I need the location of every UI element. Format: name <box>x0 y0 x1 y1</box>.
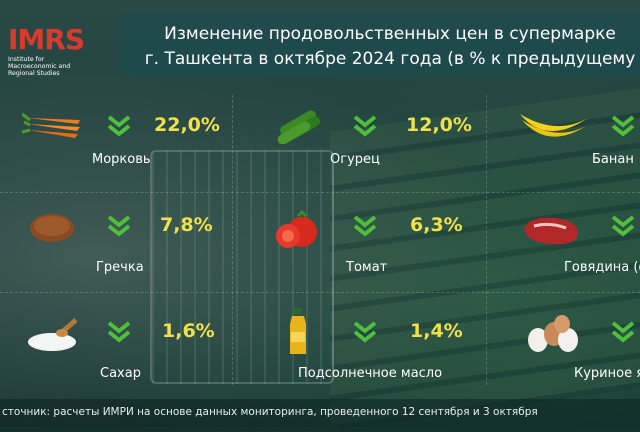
grid-divider <box>232 95 233 385</box>
logo: IMRS Institute for Macroeconomic and Reg… <box>8 23 92 78</box>
item-name: Куриное я <box>574 366 640 381</box>
source-text: сточник: расчеты ИМРИ на основе данных м… <box>2 406 538 418</box>
item-value: 12,0% <box>406 114 472 136</box>
logo-mark: IMRS <box>8 23 85 56</box>
item-name: Гречка <box>96 260 144 275</box>
eggs-icon <box>528 315 578 352</box>
sugar-icon <box>28 318 78 351</box>
price-item: 1,6% Сахар <box>0 300 250 390</box>
price-item: 12,0% Огурец <box>254 100 504 190</box>
page-title: Изменение продовольственных цен в суперм… <box>140 22 640 72</box>
price-item: Банан <box>506 100 640 190</box>
beef-icon <box>524 217 578 245</box>
item-name: Сахар <box>100 366 141 381</box>
down-arrow-icon <box>611 115 635 137</box>
down-arrow-icon <box>107 215 131 237</box>
cucumber-icon <box>277 110 320 144</box>
down-arrow-icon <box>353 115 377 137</box>
item-value: 22,0% <box>154 114 220 136</box>
item-name: Огурец <box>330 152 380 167</box>
carrot-icon <box>22 112 80 138</box>
price-item: 6,3% Томат <box>254 200 504 290</box>
down-arrow-icon <box>353 215 377 237</box>
banana-icon <box>520 114 588 137</box>
title-box <box>120 14 640 76</box>
down-arrow-icon <box>107 321 131 343</box>
price-item: Говядина (ф <box>506 200 640 290</box>
grid-divider <box>0 192 640 193</box>
price-item: 1,4% Подсолнечное масло <box>254 300 504 390</box>
price-item: 7,8% Гречка <box>0 200 250 290</box>
item-value: 7,8% <box>160 214 213 236</box>
item-name: Говядина (ф <box>564 260 640 275</box>
item-name: Банан <box>592 152 634 167</box>
oil-bottle-icon <box>290 308 306 354</box>
title-line-1: Изменение продовольственных цен в суперм… <box>164 24 616 44</box>
item-name: Подсолнечное масло <box>298 366 443 381</box>
price-item: 22,0% Морковь <box>0 100 250 190</box>
price-item: Куриное я <box>506 300 640 390</box>
buckwheat-icon <box>30 214 74 242</box>
item-name: Томат <box>346 260 388 275</box>
logo-subtitle: Institute for Macroeconomic and Regional… <box>8 56 71 77</box>
down-arrow-icon <box>353 321 377 343</box>
title-line-2: г. Ташкента в октябре 2024 года (в % к п… <box>144 49 636 69</box>
item-value: 6,3% <box>410 214 463 236</box>
item-name: Морковь <box>92 152 151 167</box>
down-arrow-icon <box>107 115 131 137</box>
down-arrow-icon <box>611 215 635 237</box>
item-value: 1,4% <box>410 320 463 342</box>
grid-divider <box>0 292 640 293</box>
item-value: 1,6% <box>162 320 215 342</box>
grid-divider <box>486 95 487 385</box>
tomato-icon <box>276 209 317 248</box>
down-arrow-icon <box>611 321 635 343</box>
source-footer: сточник: расчеты ИМРИ на основе данных м… <box>0 399 640 427</box>
